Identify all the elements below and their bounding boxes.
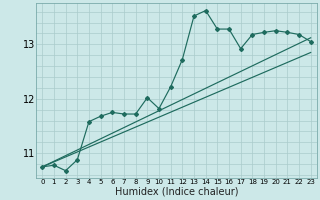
X-axis label: Humidex (Indice chaleur): Humidex (Indice chaleur): [115, 187, 238, 197]
